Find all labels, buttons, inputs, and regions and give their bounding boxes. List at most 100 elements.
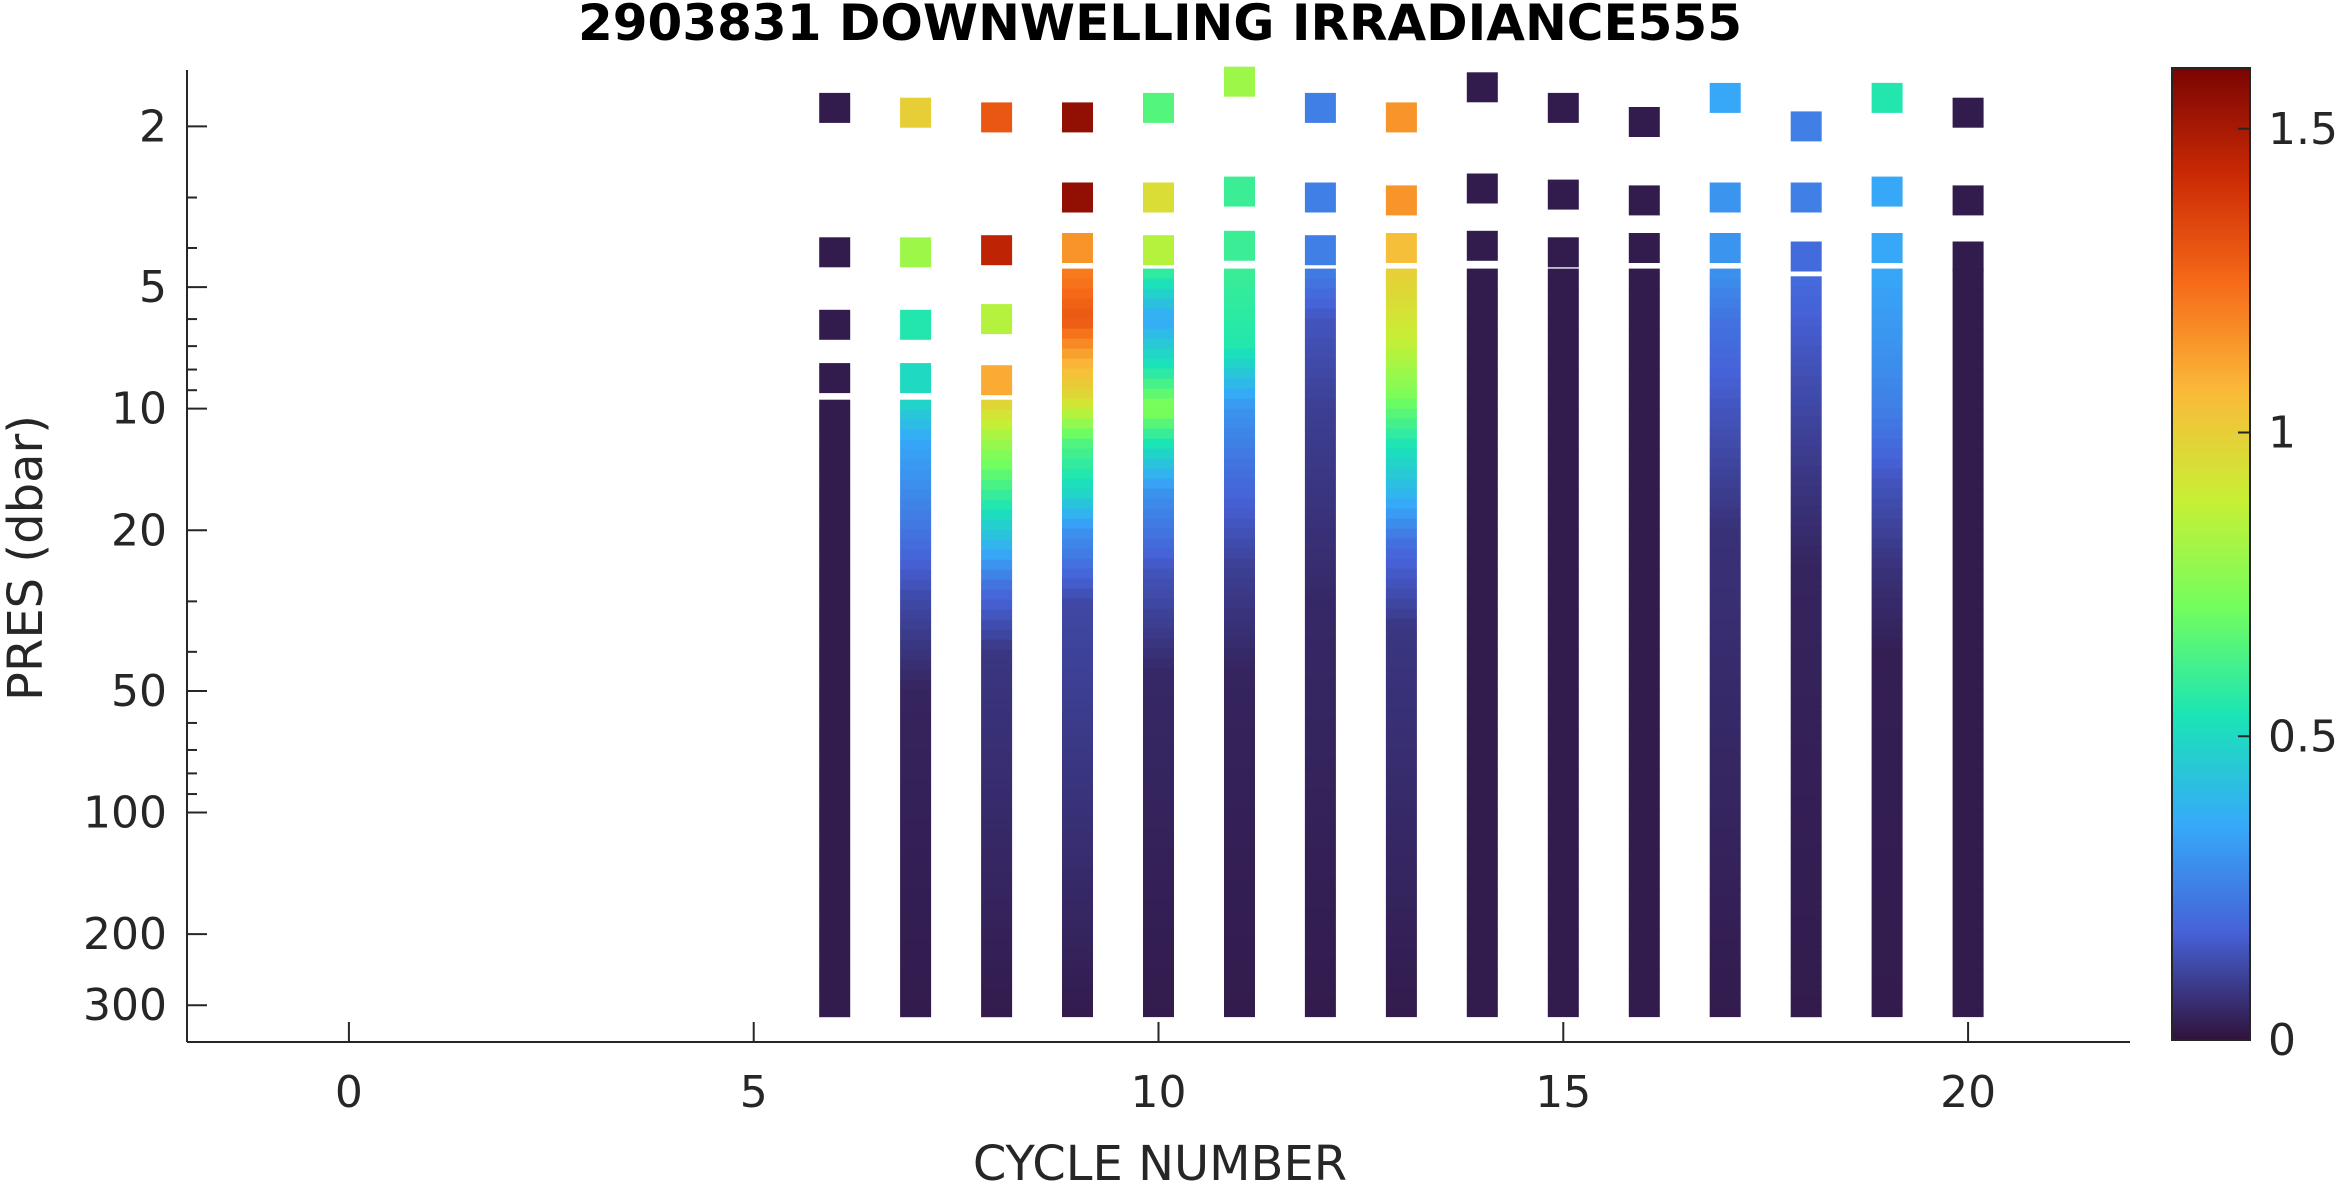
profile-cell — [1143, 618, 1174, 630]
profile-cell — [1062, 478, 1093, 490]
profile-cell — [1871, 328, 1903, 340]
profile-cell — [1143, 448, 1174, 460]
profile-cell — [819, 559, 851, 571]
profile-cell — [1224, 378, 1255, 390]
profile-cell — [1790, 1006, 1822, 1017]
profile-cell — [1304, 678, 1336, 690]
profile-cell — [900, 799, 932, 811]
profile-cell — [1871, 1008, 1903, 1018]
profile-cell — [819, 639, 851, 651]
profile-cell — [1062, 948, 1093, 960]
profile-cell — [819, 959, 851, 971]
profile-cell — [1628, 548, 1660, 560]
profile-cell — [1709, 358, 1741, 370]
profile-cell — [819, 819, 851, 831]
profile-cell — [1871, 438, 1903, 450]
profile-cell — [1547, 328, 1579, 340]
profile-cell — [1871, 598, 1903, 610]
profile-cell — [981, 789, 1013, 801]
profile-cell — [1709, 628, 1741, 640]
y-tick-label: 100 — [83, 788, 167, 839]
profile-cell — [1790, 976, 1822, 987]
profile-cell — [900, 479, 932, 491]
profile-cell — [1304, 848, 1336, 860]
profile-cell — [1062, 638, 1093, 650]
profile-cell — [1385, 428, 1417, 440]
profile-cell — [1466, 758, 1498, 770]
profile-cell — [1871, 338, 1903, 350]
profile-cell — [1709, 848, 1741, 860]
profile-cell — [1628, 918, 1660, 930]
data-point — [981, 304, 1013, 335]
profile-cell — [1871, 778, 1903, 790]
profile-cell — [1304, 758, 1336, 770]
profile-cell — [1466, 458, 1498, 470]
profile-cell — [1790, 546, 1822, 557]
profile-cell — [1224, 708, 1255, 720]
profile-cell — [1304, 548, 1336, 560]
data-point — [981, 365, 1013, 396]
profile-cell — [1709, 508, 1741, 520]
profile-cell — [1385, 548, 1417, 560]
profile-cell — [1143, 568, 1174, 580]
profile-cell — [981, 409, 1013, 421]
profile-cell — [1224, 488, 1255, 500]
profile-cell — [1628, 988, 1660, 1000]
profile-cell — [1709, 478, 1741, 490]
profile-cell — [1385, 978, 1417, 990]
profile-cell — [1224, 928, 1255, 940]
profile-cell — [900, 719, 932, 731]
profile-cell — [1385, 948, 1417, 960]
profile-cell — [1790, 366, 1822, 377]
profile-cell — [1062, 578, 1093, 590]
profile-cell — [1143, 518, 1174, 530]
profile-cell — [1224, 498, 1255, 510]
profile-cell — [1143, 688, 1174, 700]
profile-cell — [1952, 928, 1984, 940]
profile-cell — [1952, 918, 1984, 930]
profile-cell — [1385, 328, 1417, 340]
profile-cell — [1143, 878, 1174, 890]
profile-cell — [1385, 268, 1417, 280]
profile-cell — [1224, 338, 1255, 350]
profile-cell — [981, 859, 1013, 871]
profile-cell — [1062, 818, 1093, 830]
profile-cell — [1466, 628, 1498, 640]
profile-cell — [1062, 658, 1093, 670]
profile-cell — [981, 689, 1013, 701]
profile-cell — [1790, 736, 1822, 747]
profile-cell — [1628, 958, 1660, 970]
profile-cell — [1952, 988, 1984, 1000]
profile-cell — [1224, 798, 1255, 810]
profile-cell — [1790, 866, 1822, 877]
profile-cell — [1547, 648, 1579, 660]
profile-cell — [1547, 278, 1579, 290]
profile-cell — [900, 539, 932, 551]
profile-cell — [1871, 658, 1903, 670]
profile-cell — [1466, 818, 1498, 830]
profile-cell — [1547, 488, 1579, 500]
profile-cell — [1224, 428, 1255, 440]
profile-cell — [1466, 698, 1498, 710]
profile-cell — [1547, 528, 1579, 540]
y-tick-label: 5 — [139, 262, 167, 313]
profile-cell — [1385, 408, 1417, 420]
profile-cell — [1304, 978, 1336, 990]
profile-cell — [1466, 888, 1498, 900]
profile-cell — [1547, 778, 1579, 790]
profile-cell — [1952, 728, 1984, 740]
data-point — [1709, 182, 1741, 213]
profile-cell — [1952, 538, 1984, 550]
profile-cell — [1224, 268, 1255, 280]
profile-cell — [1709, 998, 1741, 1010]
profile-cell — [1952, 598, 1984, 610]
profile-cell — [1466, 768, 1498, 780]
y-tick-label: 300 — [83, 980, 167, 1031]
colorbar-tick-label: 0 — [2268, 1015, 2296, 1066]
data-point — [1952, 241, 1984, 272]
x-tick-label: 15 — [1535, 1067, 1591, 1118]
profile-cell — [1871, 348, 1903, 360]
profile-cell — [1871, 708, 1903, 720]
profile-cell — [900, 979, 932, 991]
profile-cell — [1871, 528, 1903, 540]
